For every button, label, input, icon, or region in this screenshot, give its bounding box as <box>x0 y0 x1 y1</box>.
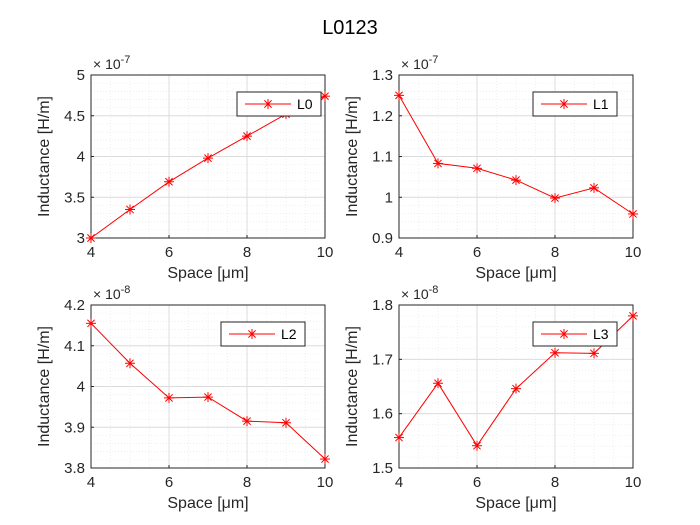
data-point-marker <box>550 347 560 358</box>
subplot-2: 4 6 8 10 0.9 1 1.1 1.2 1.3 × 10-7 Space [μm] Induct… <box>344 54 641 282</box>
legend-label: L3 <box>593 326 609 342</box>
y-tick-label: 3 <box>77 230 85 247</box>
x-tick-label: 4 <box>87 244 95 261</box>
y-tick-label: 1.8 <box>372 297 393 314</box>
x-axis-label: Space [μm] <box>167 495 248 512</box>
data-point-marker <box>86 318 96 329</box>
y-tick-label: 1.3 <box>372 67 393 84</box>
x-axis-label: Space [μm] <box>475 495 556 512</box>
y-exponent-label: × 10-7 <box>401 54 438 72</box>
data-point-marker <box>472 440 482 451</box>
data-point-marker <box>164 392 174 403</box>
data-point-marker <box>394 432 404 443</box>
legend: L2 <box>220 321 306 347</box>
x-tick-label: 10 <box>317 474 334 491</box>
legend-marker <box>559 329 569 339</box>
legend-marker <box>263 99 273 109</box>
axes-box <box>398 304 634 469</box>
legend-marker <box>247 329 257 339</box>
legend-label: L2 <box>281 326 297 342</box>
legend-marker <box>559 99 569 109</box>
data-point-marker <box>242 131 252 142</box>
data-point-marker <box>628 310 638 321</box>
data-point-marker <box>433 378 443 389</box>
y-tick-label: 1 <box>385 189 393 206</box>
data-point-marker <box>320 91 330 102</box>
subplot-4: 4 6 8 10 1.5 1.6 1.7 1.8 × 10-8 Space [μm] Inducta… <box>344 284 641 512</box>
y-axis-label: Inductance [H/m] <box>344 96 361 217</box>
x-tick-label: 6 <box>473 474 481 491</box>
subplot-3: 4 6 8 10 3.8 3.9 4 4.1 4.2 × 10-8 Space [μm] Induct… <box>36 284 333 512</box>
y-tick-label: 4 <box>77 379 85 396</box>
y-tick-label: 1.6 <box>372 406 393 423</box>
y-tick-label: 1.5 <box>372 460 393 477</box>
x-tick-label: 8 <box>243 244 251 261</box>
x-axis-label: Space [μm] <box>475 265 556 282</box>
data-point-marker <box>320 454 330 465</box>
data-point-marker <box>242 416 252 427</box>
data-point-marker <box>433 158 443 169</box>
y-tick-label: 4.1 <box>64 338 85 355</box>
y-tick-label: 3.5 <box>64 189 85 206</box>
data-point-marker <box>394 90 404 101</box>
subplot-1: 4 6 8 10 3 3.5 4 4.5 5 × 10-7 Space [μm] Inductance… <box>36 54 333 282</box>
y-tick-label: 1.1 <box>372 149 393 166</box>
data-point-marker <box>589 348 599 359</box>
y-tick-label: 4.2 <box>64 297 85 314</box>
y-tick-label: 1.2 <box>372 108 393 125</box>
data-point-marker <box>86 233 96 243</box>
x-tick-label: 6 <box>473 244 481 261</box>
x-tick-label: 8 <box>551 474 559 491</box>
legend-label: L0 <box>297 96 313 112</box>
y-exponent-label: × 10-8 <box>93 284 130 302</box>
data-point-marker <box>472 163 482 174</box>
data-point-marker <box>203 153 213 164</box>
data-point-marker <box>164 176 174 187</box>
legend: L0 <box>236 91 322 117</box>
data-point-marker <box>203 392 213 403</box>
x-axis-label: Space [μm] <box>167 265 248 282</box>
y-axis-label: Inductance [H/m] <box>36 326 53 447</box>
y-tick-label: 4 <box>77 149 85 166</box>
x-tick-label: 4 <box>87 474 95 491</box>
legend: L1 <box>532 91 618 117</box>
x-tick-label: 10 <box>625 244 642 261</box>
y-tick-label: 3.8 <box>64 460 85 477</box>
y-tick-label: 5 <box>77 67 85 84</box>
data-point-marker <box>281 417 291 428</box>
data-point-marker <box>125 358 135 369</box>
data-point-marker <box>511 383 521 394</box>
x-tick-label: 8 <box>551 244 559 261</box>
x-tick-label: 6 <box>165 244 173 261</box>
y-axis-label: Inductance [H/m] <box>36 96 53 217</box>
y-tick-label: 4.5 <box>64 108 85 125</box>
legend: L3 <box>532 321 618 347</box>
legend-label: L1 <box>593 96 609 112</box>
y-exponent-label: × 10-8 <box>401 284 438 302</box>
y-tick-label: 0.9 <box>372 230 393 247</box>
y-axis-label: Inductance [H/m] <box>344 326 361 447</box>
y-tick-label: 1.7 <box>372 351 393 368</box>
x-tick-label: 10 <box>625 474 642 491</box>
data-point-marker <box>550 193 560 204</box>
data-point-marker <box>589 182 599 193</box>
data-point-marker <box>125 204 135 215</box>
x-tick-label: 8 <box>243 474 251 491</box>
x-tick-label: 4 <box>395 244 403 261</box>
data-point-marker <box>511 175 521 186</box>
figure-title: L0123 <box>322 17 378 39</box>
x-tick-label: 6 <box>165 474 173 491</box>
y-exponent-label: × 10-7 <box>93 54 130 72</box>
x-tick-label: 10 <box>317 244 334 261</box>
x-tick-label: 4 <box>395 474 403 491</box>
data-point-marker <box>628 208 638 219</box>
y-tick-label: 3.9 <box>64 419 85 436</box>
